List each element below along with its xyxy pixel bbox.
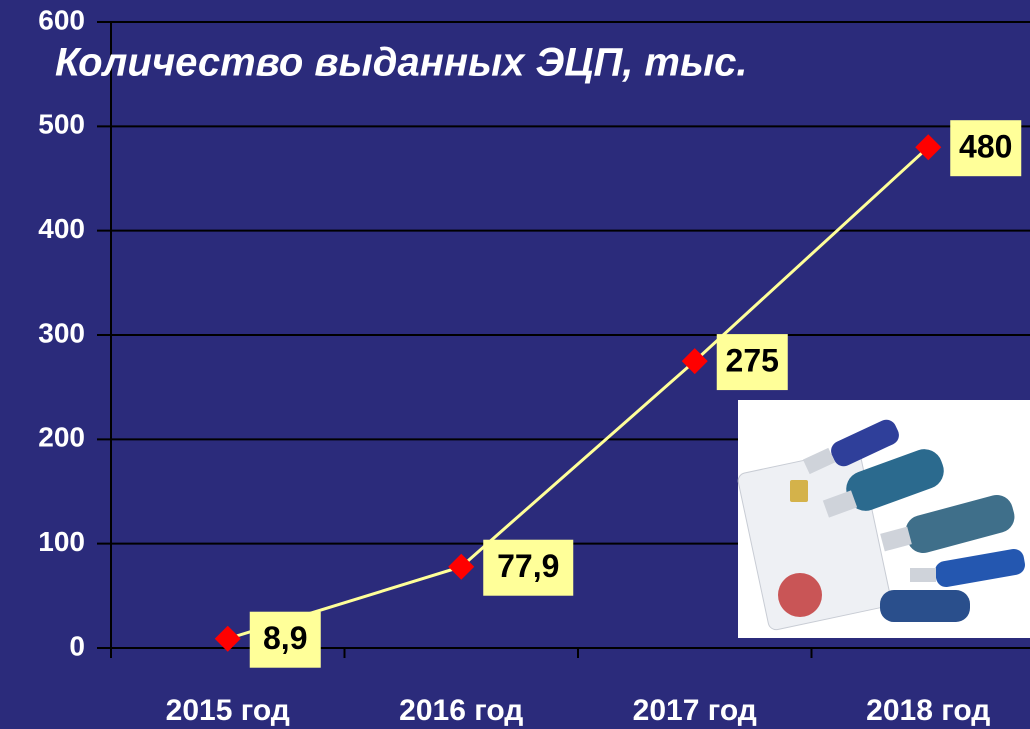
value-label: 77,9 — [497, 548, 559, 584]
value-label-box — [249, 611, 321, 668]
y-tick-label: 0 — [69, 630, 85, 661]
y-tick-label: 200 — [38, 422, 85, 453]
x-tick-label: 2018 год — [866, 694, 990, 727]
y-tick-label: 100 — [38, 526, 85, 557]
token-photo — [737, 400, 1030, 638]
chart-title: Количество выданных ЭЦП, тыс. — [55, 41, 748, 85]
line — [227, 146, 930, 641]
marker — [214, 625, 241, 652]
value-label: 275 — [726, 343, 779, 379]
x-tick-label: 2016 год — [399, 694, 523, 727]
value-label-box — [950, 120, 1022, 177]
y-tick-label: 300 — [38, 317, 85, 348]
value-label: 8,9 — [263, 620, 307, 656]
value-label-box — [483, 539, 574, 596]
y-tick-label: 600 — [38, 4, 85, 35]
x-tick-label: 2015 год — [166, 694, 290, 727]
marker — [681, 348, 708, 375]
x-tick-label: 2017 год — [633, 694, 757, 727]
marker — [915, 134, 942, 161]
marker — [448, 553, 475, 580]
y-tick-label: 400 — [38, 213, 85, 244]
value-label: 480 — [959, 129, 1012, 165]
y-tick-label: 500 — [38, 109, 85, 140]
value-label-box — [716, 334, 788, 391]
